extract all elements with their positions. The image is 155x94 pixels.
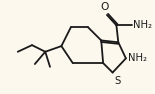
Text: O: O [100,2,108,12]
Text: S: S [115,76,121,86]
Text: NH₂: NH₂ [128,53,147,63]
Text: NH₂: NH₂ [133,20,152,30]
